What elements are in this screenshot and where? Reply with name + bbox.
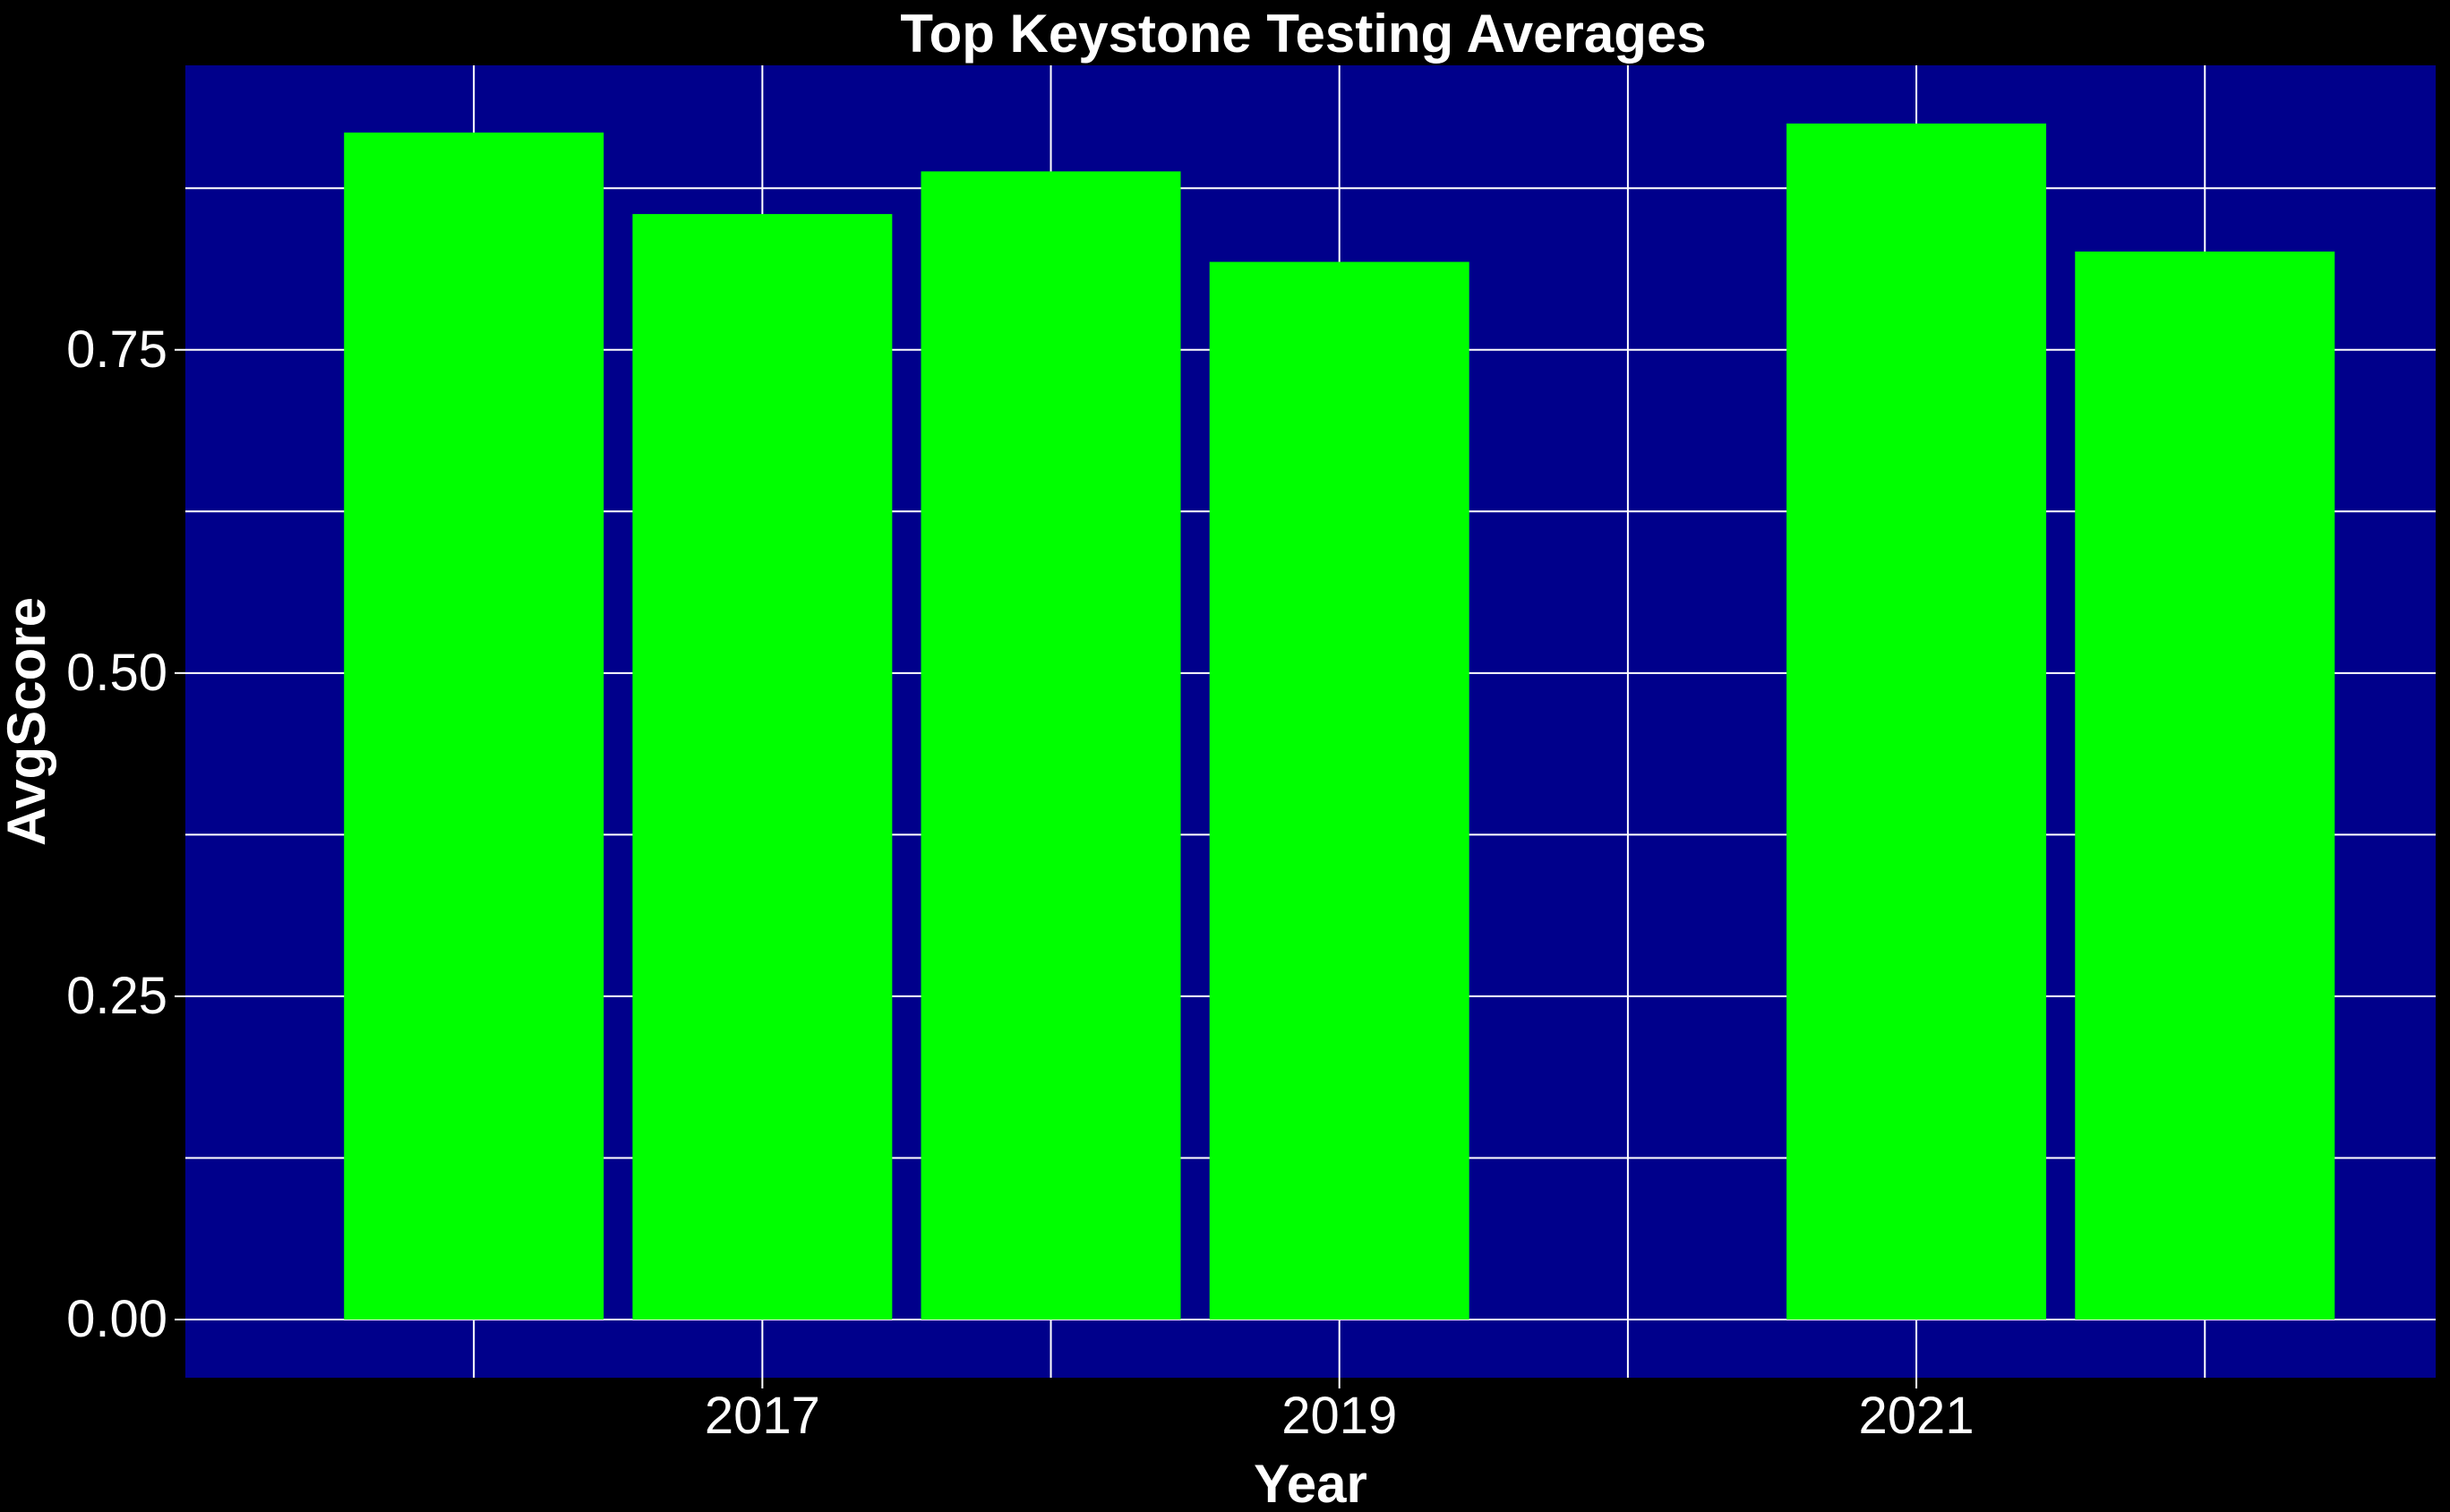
bar-2017 — [632, 214, 893, 1320]
y-tick-label: 0.25 — [66, 967, 167, 1025]
x-tick-label: 2017 — [705, 1387, 820, 1445]
bar-2016 — [344, 132, 604, 1320]
bar-2022 — [2075, 251, 2335, 1320]
y-tick-label: 0.75 — [66, 320, 167, 379]
bar-2018 — [921, 171, 1181, 1320]
chart-title: Top Keystone Testing Averages — [900, 4, 1706, 64]
bars — [344, 123, 2335, 1320]
x-tick-label: 2021 — [1859, 1387, 1975, 1445]
x-axis-label: Year — [1254, 1454, 1367, 1508]
y-tick-label: 0.50 — [66, 644, 167, 702]
y-tick-label: 0.00 — [66, 1290, 167, 1348]
y-axis-label: AvgScore — [0, 597, 56, 846]
bar-2021 — [1786, 123, 2047, 1320]
bar-2019 — [1209, 261, 1469, 1320]
x-tick-label: 2019 — [1281, 1387, 1397, 1445]
axis-ticks: 0.00 0.25 0.50 0.75 2017 2019 2021 — [66, 320, 1974, 1445]
